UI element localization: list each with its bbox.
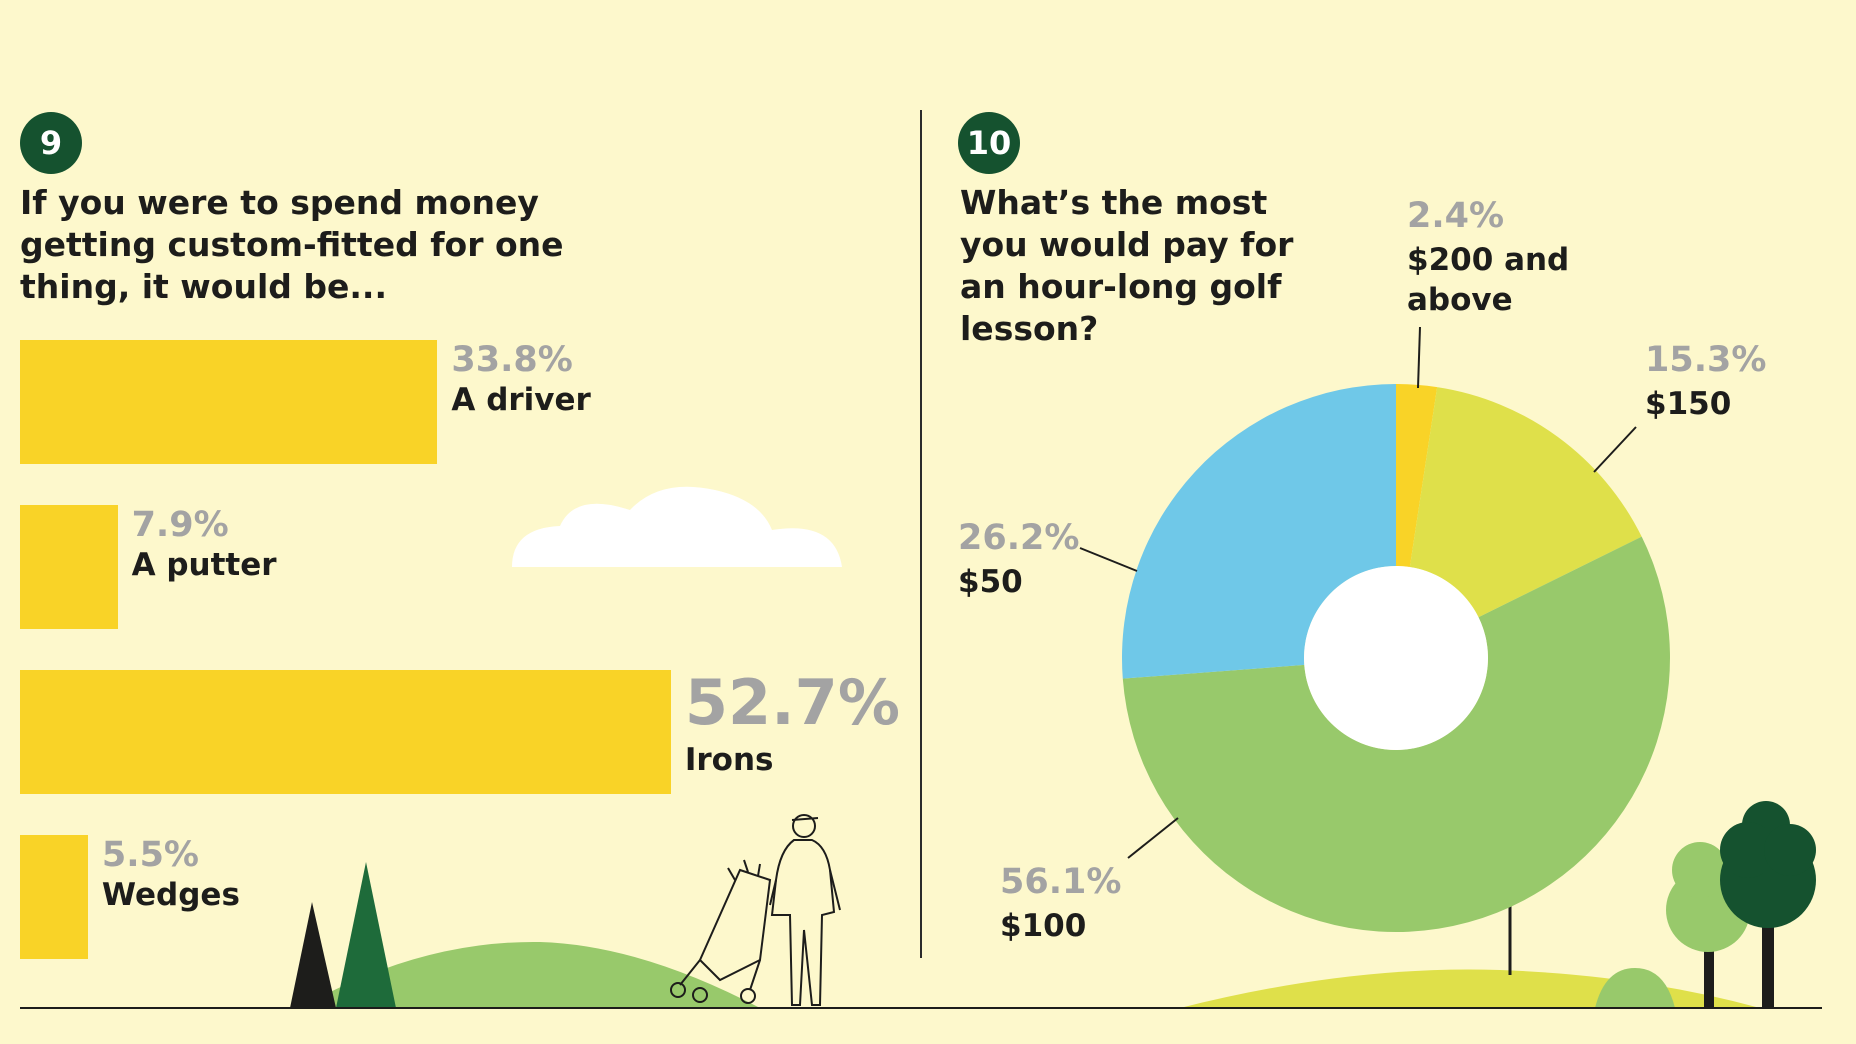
hill-illustration-left <box>300 941 760 1008</box>
bar-category-label: A driver <box>451 382 591 418</box>
question-10-text: What’s the most you would pay for an hou… <box>960 183 1294 348</box>
question-9-text: If you were to spend money getting custo… <box>20 183 564 306</box>
bar-value-label: 33.8% <box>451 340 573 380</box>
tree-icon-dark <box>1720 801 1816 1008</box>
donut-category-label: $200 and above <box>1407 242 1570 318</box>
bar-2 <box>20 670 671 794</box>
donut-value-label: 2.4% <box>1407 196 1505 236</box>
bar-category-label: Wedges <box>101 877 240 913</box>
bar-1 <box>20 505 118 629</box>
panel-divider <box>920 110 922 958</box>
donut-value-label: 26.2% <box>958 518 1080 558</box>
pine-tree-icon <box>290 862 396 1008</box>
bar-value-label: 52.7% <box>684 666 900 739</box>
bar-value-label: 7.9% <box>131 505 229 545</box>
donut-slice-3 <box>1122 384 1396 679</box>
donut-slice-1 <box>1409 387 1642 618</box>
donut-value-label: 15.3% <box>1645 340 1767 380</box>
donut-category-label: $100 <box>1000 908 1087 944</box>
donut-slice-2 <box>1122 536 1671 932</box>
bar-category-label: A putter <box>131 547 277 583</box>
bar-category-label: Irons <box>684 742 774 778</box>
question-number-badge-9: 9 <box>20 112 82 174</box>
bar-value-label: 5.5% <box>101 835 199 875</box>
bar-0 <box>20 340 438 464</box>
donut-value-label: 56.1% <box>1000 862 1122 902</box>
donut-category-label: $150 <box>1645 386 1732 422</box>
bush-illustration <box>1595 968 1675 1008</box>
cloud-illustration <box>512 486 842 567</box>
bar-3 <box>20 835 88 959</box>
donut-chart <box>1122 384 1671 932</box>
donut-hole <box>1304 566 1488 750</box>
donut-category-label: $50 <box>958 564 1023 600</box>
question-number-badge-10: 10 <box>958 112 1020 174</box>
golfer-with-cart-icon <box>670 814 841 1006</box>
donut-leader-lines <box>1079 326 1637 859</box>
donut-slice-0 <box>1396 384 1438 568</box>
